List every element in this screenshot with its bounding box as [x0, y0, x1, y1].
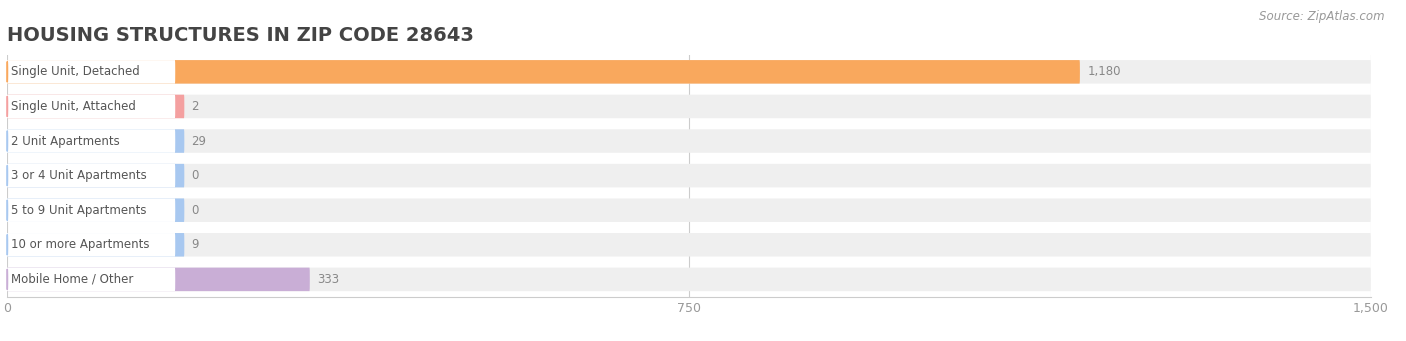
FancyBboxPatch shape	[7, 164, 1371, 187]
FancyBboxPatch shape	[7, 95, 1371, 118]
Text: 10 or more Apartments: 10 or more Apartments	[11, 238, 150, 251]
FancyBboxPatch shape	[7, 233, 1371, 256]
Text: 2: 2	[191, 100, 200, 113]
Text: Source: ZipAtlas.com: Source: ZipAtlas.com	[1260, 10, 1385, 23]
Text: 9: 9	[191, 238, 200, 251]
FancyBboxPatch shape	[7, 198, 184, 222]
FancyBboxPatch shape	[7, 233, 184, 256]
Text: 2 Unit Apartments: 2 Unit Apartments	[11, 135, 120, 148]
FancyBboxPatch shape	[7, 164, 176, 187]
Text: 0: 0	[191, 204, 200, 217]
FancyBboxPatch shape	[7, 268, 309, 291]
Text: 0: 0	[191, 169, 200, 182]
FancyBboxPatch shape	[7, 164, 184, 187]
FancyBboxPatch shape	[7, 95, 184, 118]
FancyBboxPatch shape	[7, 129, 184, 153]
Text: Mobile Home / Other: Mobile Home / Other	[11, 273, 134, 286]
Text: Single Unit, Attached: Single Unit, Attached	[11, 100, 136, 113]
Text: HOUSING STRUCTURES IN ZIP CODE 28643: HOUSING STRUCTURES IN ZIP CODE 28643	[7, 26, 474, 45]
FancyBboxPatch shape	[7, 268, 176, 291]
FancyBboxPatch shape	[7, 129, 1371, 153]
Text: Single Unit, Detached: Single Unit, Detached	[11, 65, 141, 78]
FancyBboxPatch shape	[7, 233, 176, 256]
FancyBboxPatch shape	[7, 60, 1080, 84]
FancyBboxPatch shape	[7, 198, 1371, 222]
FancyBboxPatch shape	[7, 60, 1371, 84]
Text: 3 or 4 Unit Apartments: 3 or 4 Unit Apartments	[11, 169, 148, 182]
Text: 333: 333	[318, 273, 339, 286]
Text: 29: 29	[191, 135, 207, 148]
FancyBboxPatch shape	[7, 60, 176, 84]
Text: 5 to 9 Unit Apartments: 5 to 9 Unit Apartments	[11, 204, 146, 217]
FancyBboxPatch shape	[7, 129, 176, 153]
FancyBboxPatch shape	[7, 268, 1371, 291]
Text: 1,180: 1,180	[1087, 65, 1121, 78]
FancyBboxPatch shape	[7, 198, 176, 222]
FancyBboxPatch shape	[7, 95, 176, 118]
